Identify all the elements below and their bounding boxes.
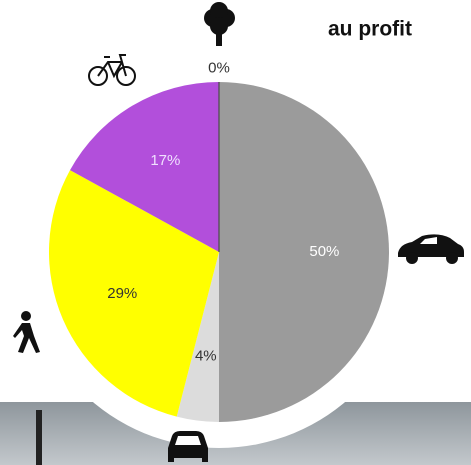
slice-label: 0% <box>208 59 230 76</box>
slice-label: 50% <box>309 243 339 260</box>
pole <box>36 410 42 465</box>
tree-icon <box>204 2 235 46</box>
chart: au profit 50% 4% 29% 17% 0% <box>0 0 471 465</box>
slice-label: 17% <box>150 152 180 169</box>
slice-label: 4% <box>195 348 217 365</box>
chart-title: au profit <box>328 18 412 41</box>
car-front-icon <box>168 431 208 462</box>
slice-label: 29% <box>107 285 137 302</box>
